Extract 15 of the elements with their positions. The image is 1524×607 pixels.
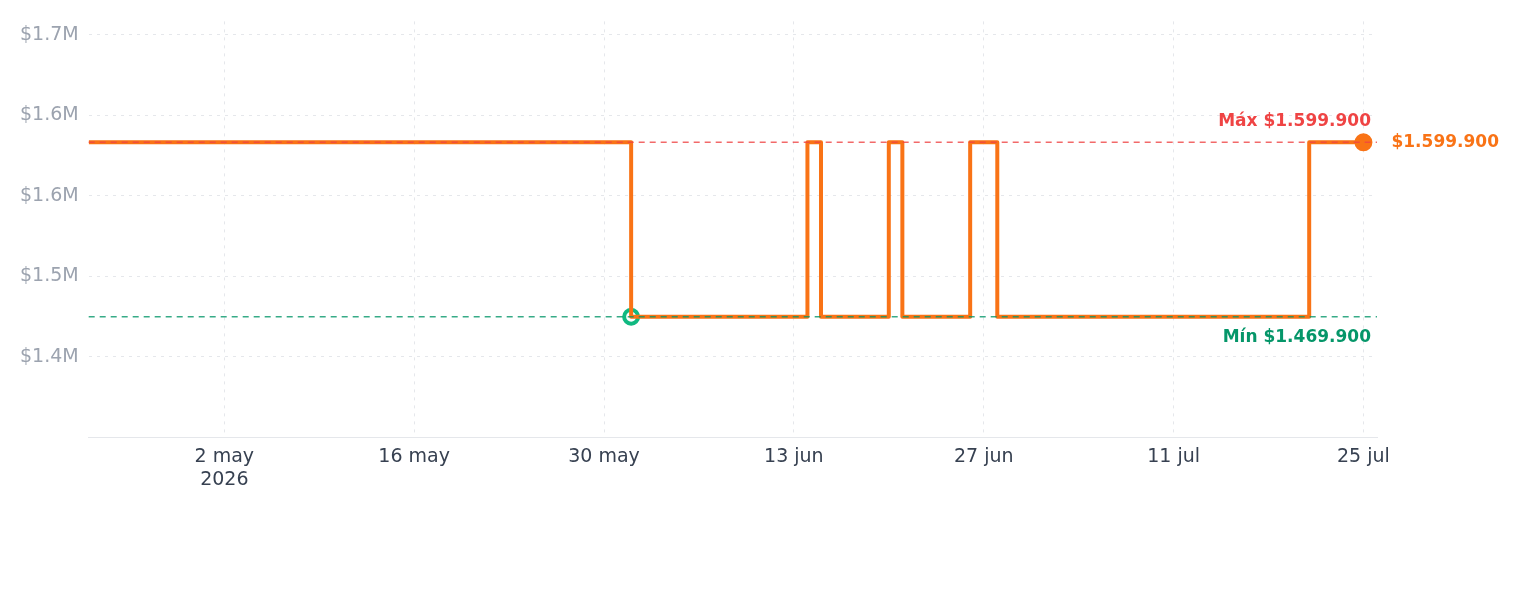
x-tick-label: 2 may 2026	[194, 443, 255, 489]
y-tick-label: $1.5M	[19, 263, 79, 286]
ref-line-label: Mín $1.469.900	[1222, 325, 1372, 346]
x-tick-label: 11 jul	[1147, 443, 1200, 466]
y-tick-label: $1.7M	[19, 21, 79, 44]
x-tick-label: 27 jun	[953, 443, 1014, 466]
annotation: $1.599.900	[1391, 130, 1500, 151]
y-tick-label: $1.6M	[19, 182, 79, 205]
ref-line-label: Máx $1.599.900	[1218, 110, 1372, 131]
x-tick-label: 16 may	[378, 443, 450, 466]
y-tick-label: $1.6M	[19, 102, 79, 125]
x-tick-label: 30 may	[568, 443, 640, 466]
x-tick-label: 13 jun	[764, 443, 824, 466]
y-tick-label: $1.4M	[19, 343, 79, 366]
x-tick-label: 25 jul	[1337, 443, 1390, 466]
